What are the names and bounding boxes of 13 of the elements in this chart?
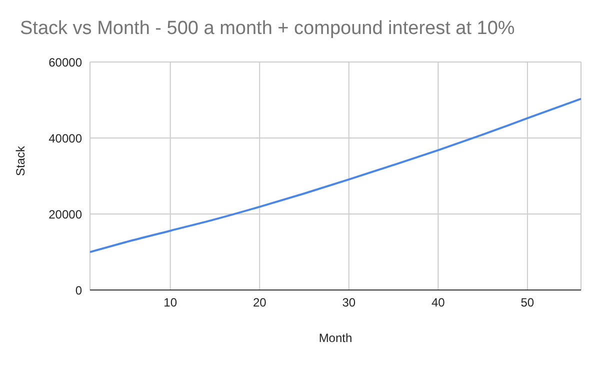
x-tick-label: 20 — [252, 296, 267, 310]
y-tick-label: 0 — [75, 283, 82, 298]
y-tick-label: 60000 — [48, 55, 82, 70]
x-axis-title: Month — [318, 331, 352, 345]
chart-title: Stack vs Month - 500 a month + compound interest at 10% — [20, 18, 515, 40]
x-tick-label: 10 — [164, 296, 178, 310]
y-tick-label: 40000 — [48, 131, 82, 146]
line-series — [90, 98, 581, 253]
y-tick-label: 20000 — [48, 207, 82, 222]
x-tick-label: 30 — [342, 296, 356, 310]
x-tick-label: 40 — [431, 296, 446, 310]
y-axis-title: Stack — [13, 144, 28, 176]
x-tick-label: 50 — [520, 296, 534, 310]
